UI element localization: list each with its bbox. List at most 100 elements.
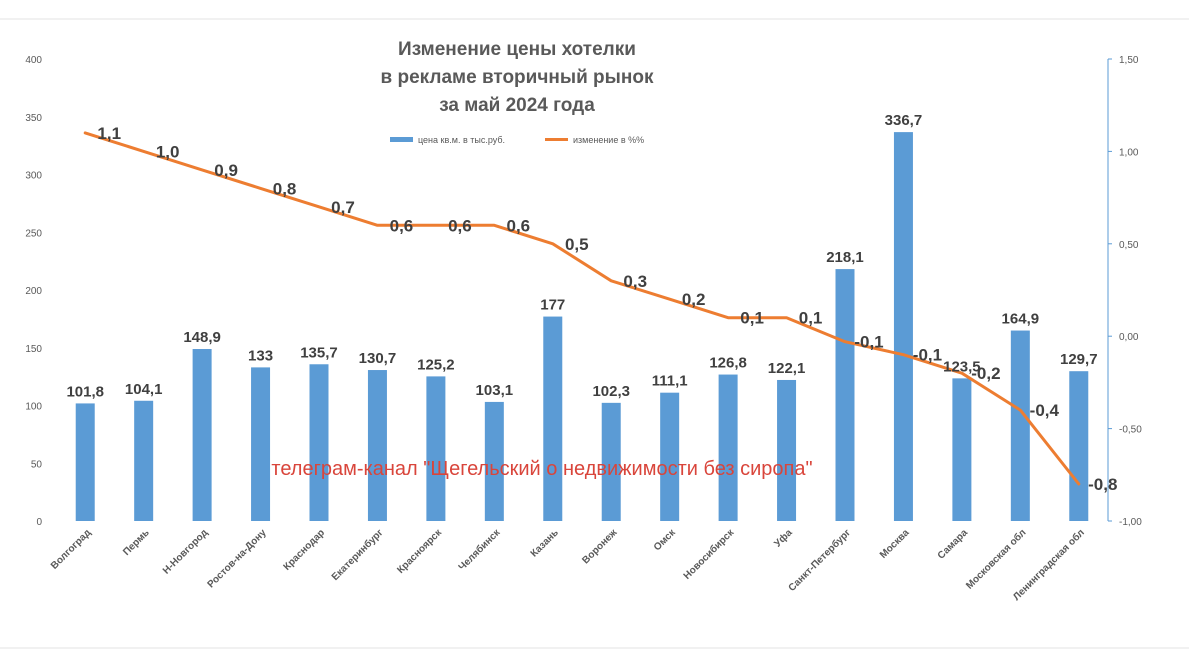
- category-label: Воронеж: [580, 527, 620, 567]
- legend: цена кв.м. в тыс.руб. изменение в %%: [390, 135, 644, 145]
- bar-data-label: 101,8: [66, 383, 104, 400]
- line-data-label: 0,1: [740, 309, 764, 328]
- bar-5: [309, 364, 329, 521]
- right-tick-label: 1,00: [1119, 147, 1139, 158]
- bar-4: [251, 367, 271, 521]
- line-data-label: 0,1: [799, 309, 823, 328]
- line-data-label: 0,9: [214, 161, 238, 180]
- bar-data-label: 104,1: [125, 381, 163, 398]
- line-data-label: 0,6: [448, 216, 472, 235]
- bar-data-label: 135,7: [300, 344, 338, 361]
- bar-15: [893, 132, 913, 521]
- bar-10: [601, 402, 621, 521]
- bar-3: [192, 349, 212, 521]
- category-label: Самара: [936, 527, 971, 562]
- line-series-path: [83, 131, 1081, 486]
- left-tick-label: 0: [36, 517, 42, 528]
- bar-data-label: 130,7: [359, 350, 397, 367]
- bar-data-label: 102,3: [592, 383, 630, 400]
- line-data-label: 0,3: [623, 272, 647, 291]
- category-label: Москва: [878, 527, 912, 561]
- line-data-label: 0,5: [565, 235, 589, 254]
- legend-label-line: изменение в %%: [573, 135, 644, 145]
- line-data-label: 0,2: [682, 290, 706, 309]
- bar-data-label: 103,1: [476, 382, 514, 399]
- bar-data-label: 336,7: [885, 112, 923, 129]
- legend-swatch-bars: [390, 137, 413, 142]
- line-data-label: 0,8: [273, 179, 297, 198]
- left-tick-label: 250: [25, 228, 42, 239]
- watermark-text: телеграм-канал "Щегельский о недвижимост…: [271, 458, 812, 480]
- category-label: Екатеринбург: [329, 527, 385, 583]
- bar-1: [75, 403, 95, 521]
- right-y-axis: -1,00 -0,50 0,00 0,50 1,00 1,50: [1107, 55, 1142, 528]
- line-data-label: -0,4: [1030, 401, 1060, 420]
- category-label: Челябинск: [456, 526, 503, 573]
- category-label: Московская обл: [963, 527, 1028, 592]
- category-label: Казань: [529, 527, 561, 559]
- line-data-label: 0,6: [507, 216, 531, 235]
- chart-title-line-1: Изменение цены хотелки: [398, 39, 636, 60]
- line-data-label: 1,0: [156, 142, 180, 161]
- category-label: Н-Новгород: [161, 527, 211, 577]
- bar-6: [367, 370, 387, 521]
- bar-data-label: 164,9: [1002, 311, 1040, 328]
- line-data-label: -0,8: [1088, 475, 1117, 494]
- bar-data-label: 122,1: [768, 360, 806, 377]
- left-tick-label: 100: [25, 402, 42, 413]
- category-label: Уфа: [772, 526, 795, 549]
- chart-title: Изменение цены хотелки в рекламе вторичн…: [381, 39, 654, 116]
- right-tick-label: 1,50: [1119, 55, 1139, 66]
- bar-data-label: 111,1: [652, 373, 688, 390]
- bar-17: [1010, 330, 1030, 521]
- category-label: Ростов-на-Дону: [206, 527, 269, 590]
- bar-8: [484, 401, 504, 521]
- line-data-label: 0,7: [331, 198, 355, 217]
- line-data-labels: 1,1 1,0 0,9 0,8 0,7 0,6 0,6 0,6 0,5 0,3 0,2 0,1 0,1 -…: [97, 124, 1117, 494]
- category-label: Новосибирск: [681, 526, 737, 582]
- right-tick-label: 0,00: [1119, 332, 1139, 343]
- bar-7: [426, 376, 446, 521]
- left-tick-label: 300: [25, 171, 42, 182]
- left-tick-label: 150: [25, 344, 42, 355]
- bar-data-label: 129,7: [1060, 351, 1098, 368]
- line-data-label: -0,2: [971, 364, 1000, 383]
- category-label: Краснодар: [282, 527, 328, 573]
- bar-data-label: 133: [248, 347, 273, 364]
- line-data-label: 1,1: [97, 124, 121, 143]
- category-label: Санкт-Петербург: [786, 527, 853, 594]
- legend-label-bars: цена кв.м. в тыс.руб.: [418, 135, 505, 145]
- bar-data-label: 177: [540, 297, 565, 314]
- bar-data-label: 218,1: [826, 249, 864, 266]
- category-label: Красноярск: [395, 527, 444, 576]
- bar-13: [777, 379, 797, 521]
- left-tick-label: 350: [25, 113, 42, 124]
- bar-data-labels: 101,8 104,1 148,9 133 135,7 130,7 125,2 103,1 17…: [66, 112, 1097, 400]
- bar-series: [75, 132, 1089, 521]
- bar-data-label: 126,8: [709, 355, 747, 372]
- bar-16: [952, 378, 972, 521]
- right-tick-label: -0,50: [1119, 425, 1142, 436]
- right-tick-label: -1,00: [1119, 517, 1142, 528]
- category-label: Омск: [652, 527, 679, 554]
- chart-title-line-3: за май 2024 года: [439, 95, 595, 116]
- line-data-label: -0,1: [913, 346, 942, 365]
- left-tick-label: 200: [25, 286, 42, 297]
- bar-11: [660, 392, 680, 521]
- left-y-axis: 0 50 100 150 200 250 300 350 400: [25, 55, 42, 528]
- bar-18: [1069, 371, 1089, 521]
- bar-data-label: 148,9: [183, 329, 221, 346]
- bar-data-label: 125,2: [417, 356, 455, 373]
- bar-14: [835, 269, 855, 521]
- bar-9: [543, 316, 563, 521]
- category-label: Пермь: [121, 527, 152, 558]
- left-tick-label: 50: [31, 459, 43, 470]
- bar-2: [134, 400, 154, 521]
- line-data-label: -0,1: [854, 333, 883, 352]
- left-tick-label: 400: [25, 55, 42, 66]
- bar-12: [718, 374, 738, 521]
- category-label: Волгоград: [49, 527, 94, 572]
